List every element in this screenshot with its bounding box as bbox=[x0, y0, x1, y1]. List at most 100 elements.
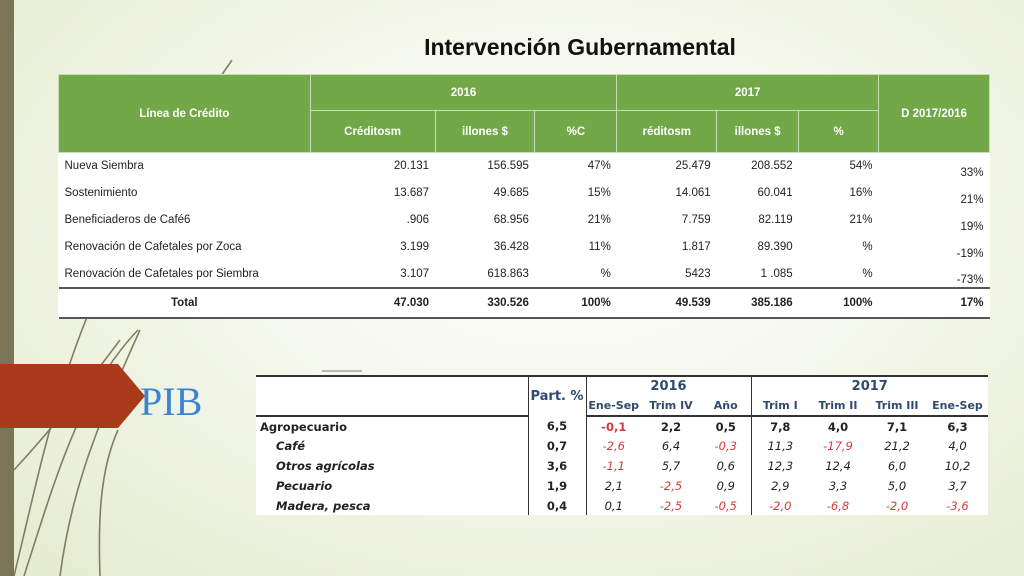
cell: 25.479 bbox=[675, 160, 711, 173]
table-row: Sostenimiento 13.687 49.685 15% 14.061 6… bbox=[59, 180, 990, 207]
cell: 14.061 bbox=[675, 187, 711, 199]
cell: 16% bbox=[849, 187, 873, 199]
header-millions-2016: illones $ bbox=[434, 110, 536, 153]
divider bbox=[322, 370, 362, 372]
cell: 68.956 bbox=[493, 214, 529, 226]
value-cell: -2,6 bbox=[585, 436, 641, 456]
value-cell: 21,2 bbox=[884, 439, 910, 453]
cell: 47% bbox=[587, 160, 611, 173]
total-label: Total bbox=[58, 286, 311, 319]
value-cell: 0,1 bbox=[585, 496, 641, 515]
value-cell: -0,3 bbox=[714, 439, 737, 453]
cell: 33% bbox=[960, 166, 984, 179]
cell: .906 bbox=[406, 214, 430, 226]
cell: 54% bbox=[849, 160, 873, 173]
cell: % bbox=[862, 241, 873, 253]
cell: 1.817 bbox=[681, 241, 711, 253]
cell: 47.030 bbox=[310, 286, 436, 319]
part-cell: 3,6 bbox=[527, 456, 586, 476]
value-cell: 5,7 bbox=[661, 459, 681, 473]
table-row: Otros agrícolas 3,6 -1,1 5,7 0,6 12,3 12,4 6,0 1… bbox=[256, 456, 988, 476]
value-cell: 6,0 bbox=[887, 459, 907, 473]
cell: 100% bbox=[798, 286, 879, 319]
value-cell: 0,6 bbox=[716, 459, 735, 473]
header-credits-2016: Créditosm bbox=[309, 110, 436, 153]
value-cell: 6,4 bbox=[661, 439, 681, 453]
header-pct-2017: % bbox=[798, 110, 880, 153]
part-cell: 6,5 bbox=[527, 416, 586, 436]
cell: 21% bbox=[960, 193, 984, 206]
cell: 3.199 bbox=[400, 241, 430, 253]
value-cell: -17,9 bbox=[823, 439, 853, 453]
cell: % bbox=[600, 267, 611, 280]
part-cell: 0,7 bbox=[527, 436, 586, 456]
pib-table-image: Part. % 2016 2017 Ene-Sep Trim IV Año Tr… bbox=[256, 375, 988, 515]
value-cell: 4,0 bbox=[827, 419, 849, 434]
cell: 3.107 bbox=[400, 267, 430, 280]
pib-arrow-tag bbox=[0, 364, 145, 428]
row-label: Nueva Siembra bbox=[64, 160, 144, 173]
sub-header: Año bbox=[701, 396, 751, 417]
sub-header: Ene-Sep bbox=[927, 396, 988, 417]
cell: 100% bbox=[534, 286, 617, 319]
value-cell: 12,3 bbox=[750, 456, 809, 476]
cell: 19% bbox=[960, 220, 984, 233]
value-cell: 12,4 bbox=[825, 459, 851, 473]
row-label: Sostenimiento bbox=[64, 187, 138, 199]
row-label: Otros agrícolas bbox=[276, 459, 375, 473]
sub-header: Trim III bbox=[867, 396, 927, 417]
value-cell: 2,2 bbox=[660, 419, 682, 434]
sub-header: Trim IV bbox=[641, 396, 701, 417]
value-cell: 6,3 bbox=[947, 419, 968, 434]
header-diff: D 2017/2016 bbox=[878, 74, 990, 153]
value-cell: 2,1 bbox=[585, 476, 641, 496]
row-label: Renovación de Cafetales por Siembra bbox=[64, 267, 259, 280]
cell: 385.186 bbox=[716, 286, 799, 319]
header-year-2017: 2017 bbox=[616, 74, 880, 111]
value-cell: -2,0 bbox=[885, 499, 909, 513]
part-cell: 0,4 bbox=[527, 496, 586, 515]
table-row: Nueva Siembra 20.131 156.595 47% 25.479 … bbox=[59, 153, 990, 180]
value-cell: -0,5 bbox=[714, 499, 737, 513]
table-row: Beneficiaderos de Café6 .906 68.956 21% … bbox=[59, 207, 990, 234]
cell: 618.863 bbox=[487, 267, 529, 280]
header-year-2016: 2016 bbox=[309, 74, 618, 111]
cell: 17% bbox=[878, 286, 990, 319]
value-cell: -0,1 bbox=[585, 416, 641, 436]
value-cell: -1,1 bbox=[585, 456, 641, 476]
pib-label: PIB bbox=[140, 379, 203, 424]
year-2017-header: 2017 bbox=[750, 375, 988, 396]
cell: 156.595 bbox=[487, 160, 529, 173]
credit-table: Línea de Crédito 2016 2017 D 2017/2016 C… bbox=[58, 74, 990, 319]
header-millions-2017: illones $ bbox=[716, 110, 800, 153]
cell: 60.041 bbox=[757, 187, 793, 199]
value-cell: -3,6 bbox=[946, 499, 969, 513]
value-cell: 4,0 bbox=[948, 439, 967, 453]
row-label: Agropecuario bbox=[260, 419, 348, 434]
table-row: Agropecuario 6,5 -0,1 2,2 0,5 7,8 4,0 7,1 6,3 bbox=[256, 416, 988, 436]
part-header: Part. % bbox=[527, 375, 586, 416]
cell: 15% bbox=[587, 187, 611, 199]
cell: -73% bbox=[956, 273, 984, 286]
value-cell: -2,5 bbox=[659, 499, 683, 513]
table-row: Pecuario 1,9 2,1 -2,5 0,9 2,9 3,3 5,0 3,7 bbox=[256, 476, 988, 496]
table-row: Café 0,7 -2,6 6,4 -0,3 11,3 -17,9 21,2 4,0 bbox=[256, 436, 988, 456]
value-cell: 7,8 bbox=[750, 416, 809, 436]
value-cell: 3,7 bbox=[948, 479, 967, 493]
cell: 5423 bbox=[685, 267, 711, 280]
slide-title: Intervención Gubernamental bbox=[424, 34, 736, 60]
part-cell: 1,9 bbox=[527, 476, 586, 496]
value-cell: 7,1 bbox=[886, 419, 908, 434]
cell: 82.119 bbox=[758, 214, 793, 226]
value-cell: -2,0 bbox=[750, 496, 809, 515]
cell: 89.390 bbox=[757, 241, 793, 253]
value-cell: 3,3 bbox=[828, 479, 848, 493]
cell: 13.687 bbox=[393, 187, 430, 199]
cell: 21% bbox=[587, 214, 611, 226]
cell: 1 .085 bbox=[760, 267, 793, 280]
cell: -19% bbox=[956, 247, 984, 260]
cell: 11% bbox=[588, 241, 611, 253]
sub-header: Ene-Sep bbox=[585, 396, 641, 417]
value-cell: 5,0 bbox=[887, 479, 907, 493]
value-cell: 0,9 bbox=[716, 479, 735, 493]
